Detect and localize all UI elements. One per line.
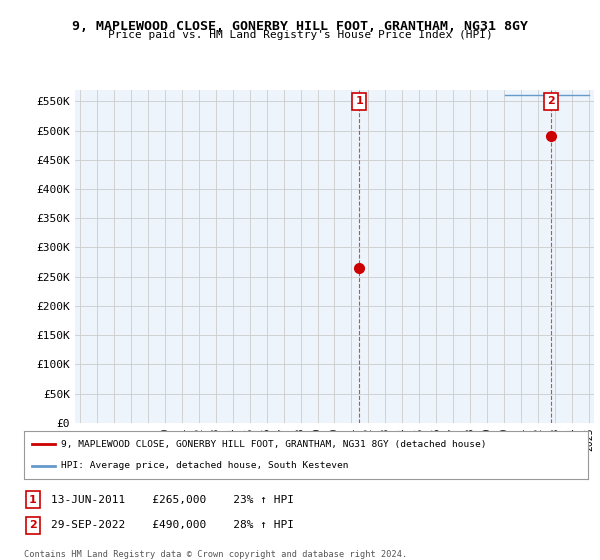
Text: 1: 1 xyxy=(29,494,37,505)
Text: 29-SEP-2022    £490,000    28% ↑ HPI: 29-SEP-2022 £490,000 28% ↑ HPI xyxy=(51,520,294,530)
Text: 13-JUN-2011    £265,000    23% ↑ HPI: 13-JUN-2011 £265,000 23% ↑ HPI xyxy=(51,494,294,505)
Text: 2: 2 xyxy=(29,520,37,530)
Text: 2: 2 xyxy=(547,96,554,106)
Text: 9, MAPLEWOOD CLOSE, GONERBY HILL FOOT, GRANTHAM, NG31 8GY: 9, MAPLEWOOD CLOSE, GONERBY HILL FOOT, G… xyxy=(72,20,528,32)
Text: 9, MAPLEWOOD CLOSE, GONERBY HILL FOOT, GRANTHAM, NG31 8GY (detached house): 9, MAPLEWOOD CLOSE, GONERBY HILL FOOT, G… xyxy=(61,440,486,449)
Text: Contains HM Land Registry data © Crown copyright and database right 2024.
This d: Contains HM Land Registry data © Crown c… xyxy=(24,550,407,560)
Text: HPI: Average price, detached house, South Kesteven: HPI: Average price, detached house, Sout… xyxy=(61,461,348,470)
Text: 1: 1 xyxy=(355,96,363,106)
Text: Price paid vs. HM Land Registry's House Price Index (HPI): Price paid vs. HM Land Registry's House … xyxy=(107,30,493,40)
